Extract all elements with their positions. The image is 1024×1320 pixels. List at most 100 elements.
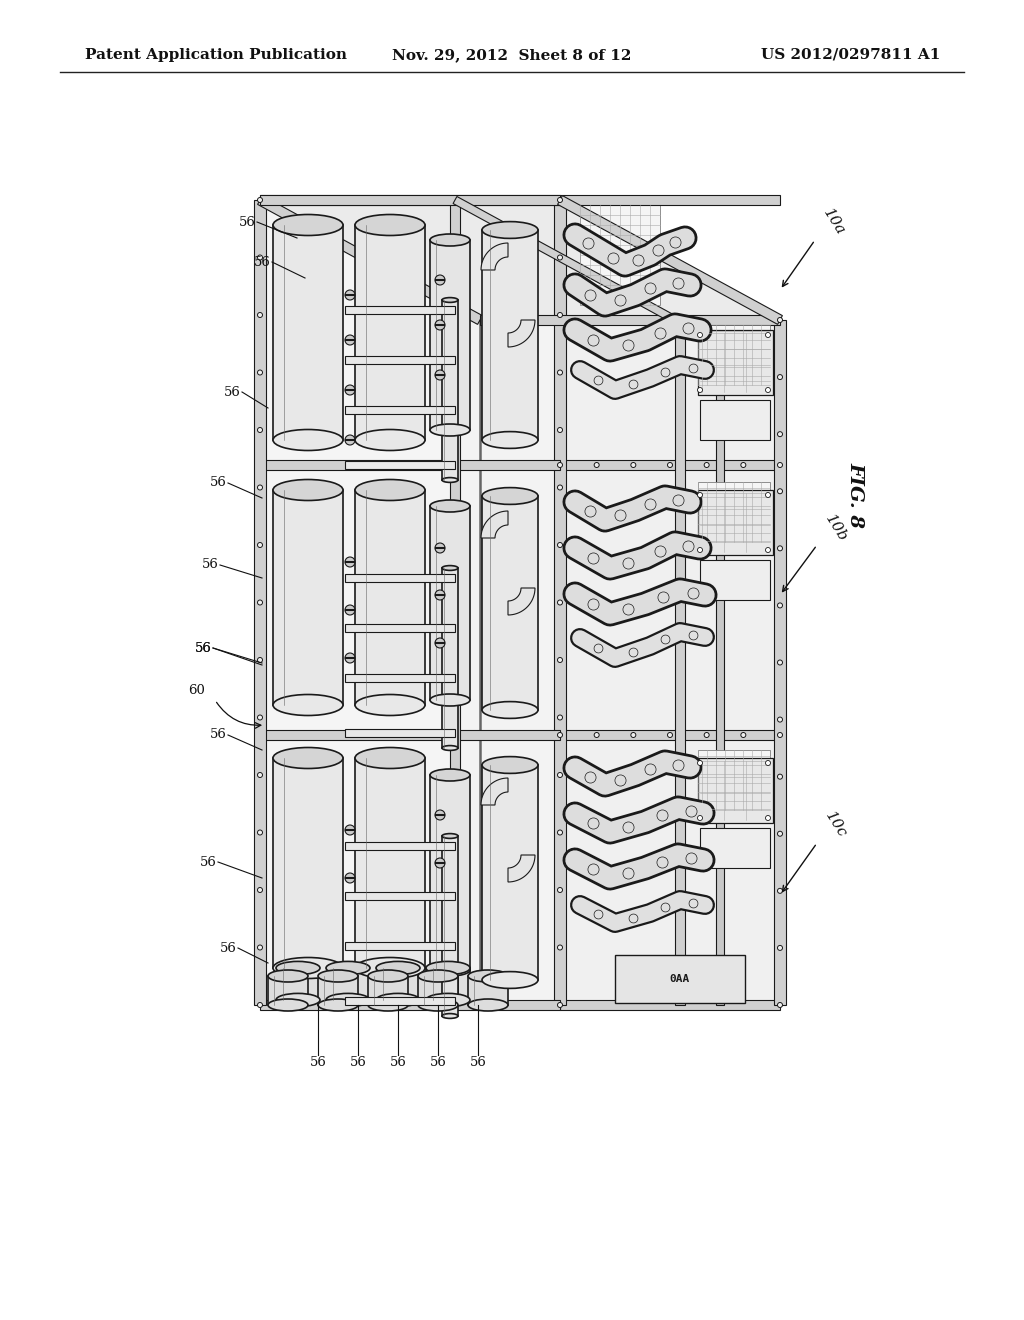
Circle shape [557, 543, 562, 548]
Circle shape [697, 760, 702, 766]
Circle shape [777, 774, 782, 779]
Bar [273, 758, 343, 968]
Bar [554, 201, 566, 1005]
Circle shape [777, 888, 782, 894]
Text: US 2012/0297811 A1: US 2012/0297811 A1 [761, 48, 940, 62]
Ellipse shape [468, 999, 508, 1011]
Circle shape [345, 825, 355, 836]
Ellipse shape [273, 479, 343, 500]
Circle shape [557, 370, 562, 375]
Ellipse shape [326, 994, 370, 1007]
Bar [345, 842, 455, 850]
Ellipse shape [273, 214, 343, 235]
Ellipse shape [430, 424, 470, 436]
Bar [355, 490, 425, 705]
Ellipse shape [355, 747, 425, 768]
Circle shape [257, 484, 262, 490]
Bar [260, 1001, 560, 1010]
Circle shape [345, 557, 355, 568]
Ellipse shape [418, 999, 458, 1011]
Bar [376, 968, 420, 1001]
Circle shape [777, 432, 782, 437]
Polygon shape [260, 201, 455, 1005]
Circle shape [257, 543, 262, 548]
Circle shape [766, 548, 770, 553]
Circle shape [345, 335, 355, 345]
Ellipse shape [318, 970, 358, 982]
Polygon shape [508, 319, 535, 347]
Polygon shape [260, 195, 560, 205]
Polygon shape [453, 197, 677, 323]
Ellipse shape [273, 694, 343, 715]
Bar [700, 560, 770, 601]
Polygon shape [481, 243, 508, 271]
Ellipse shape [482, 222, 538, 239]
Bar [615, 954, 745, 1003]
Circle shape [557, 313, 562, 318]
Circle shape [557, 733, 562, 738]
Circle shape [557, 657, 562, 663]
Ellipse shape [468, 970, 508, 982]
Ellipse shape [430, 234, 470, 246]
Circle shape [631, 733, 636, 738]
Bar [560, 1001, 780, 1010]
Circle shape [697, 333, 702, 338]
Bar [260, 730, 560, 741]
Circle shape [777, 733, 782, 738]
Bar [345, 306, 455, 314]
Ellipse shape [268, 999, 308, 1011]
Circle shape [740, 733, 745, 738]
Ellipse shape [318, 999, 358, 1011]
Bar [418, 975, 458, 1005]
Circle shape [435, 319, 445, 330]
Ellipse shape [430, 500, 470, 512]
Bar [774, 319, 786, 1005]
Circle shape [668, 462, 673, 467]
Circle shape [557, 462, 562, 467]
Ellipse shape [482, 432, 538, 449]
Bar [482, 496, 538, 710]
Text: 56: 56 [239, 215, 255, 228]
Text: Nov. 29, 2012  Sheet 8 of 12: Nov. 29, 2012 Sheet 8 of 12 [392, 48, 632, 62]
Circle shape [257, 945, 262, 950]
Bar [698, 325, 770, 385]
Circle shape [594, 462, 599, 467]
Text: 56: 56 [210, 729, 226, 742]
Text: 56: 56 [195, 642, 211, 655]
Ellipse shape [326, 961, 370, 974]
Polygon shape [258, 195, 482, 325]
Circle shape [705, 462, 710, 467]
Text: 56: 56 [223, 385, 241, 399]
Circle shape [557, 887, 562, 892]
Circle shape [257, 830, 262, 836]
Ellipse shape [418, 970, 458, 982]
Circle shape [777, 546, 782, 550]
Text: 56: 56 [210, 477, 226, 490]
Polygon shape [560, 201, 780, 1005]
Ellipse shape [430, 964, 470, 975]
Circle shape [557, 198, 562, 202]
Bar [345, 997, 455, 1005]
Circle shape [435, 370, 445, 380]
Ellipse shape [273, 747, 343, 768]
Circle shape [257, 255, 262, 260]
Text: 0AA: 0AA [670, 974, 690, 983]
Ellipse shape [442, 746, 458, 750]
Polygon shape [480, 315, 780, 325]
Circle shape [557, 1002, 562, 1007]
Ellipse shape [268, 970, 308, 982]
Circle shape [766, 760, 770, 766]
Polygon shape [455, 201, 560, 1005]
Text: 56: 56 [202, 558, 218, 572]
Circle shape [345, 436, 355, 445]
Bar [276, 968, 319, 1001]
Ellipse shape [442, 297, 458, 302]
Circle shape [777, 1002, 782, 1007]
Circle shape [766, 492, 770, 498]
Text: FIG. 8: FIG. 8 [846, 462, 864, 528]
Bar [318, 975, 358, 1005]
Bar [482, 766, 538, 979]
Circle shape [557, 945, 562, 950]
Ellipse shape [273, 429, 343, 450]
Text: Patent Application Publication: Patent Application Publication [85, 48, 347, 62]
